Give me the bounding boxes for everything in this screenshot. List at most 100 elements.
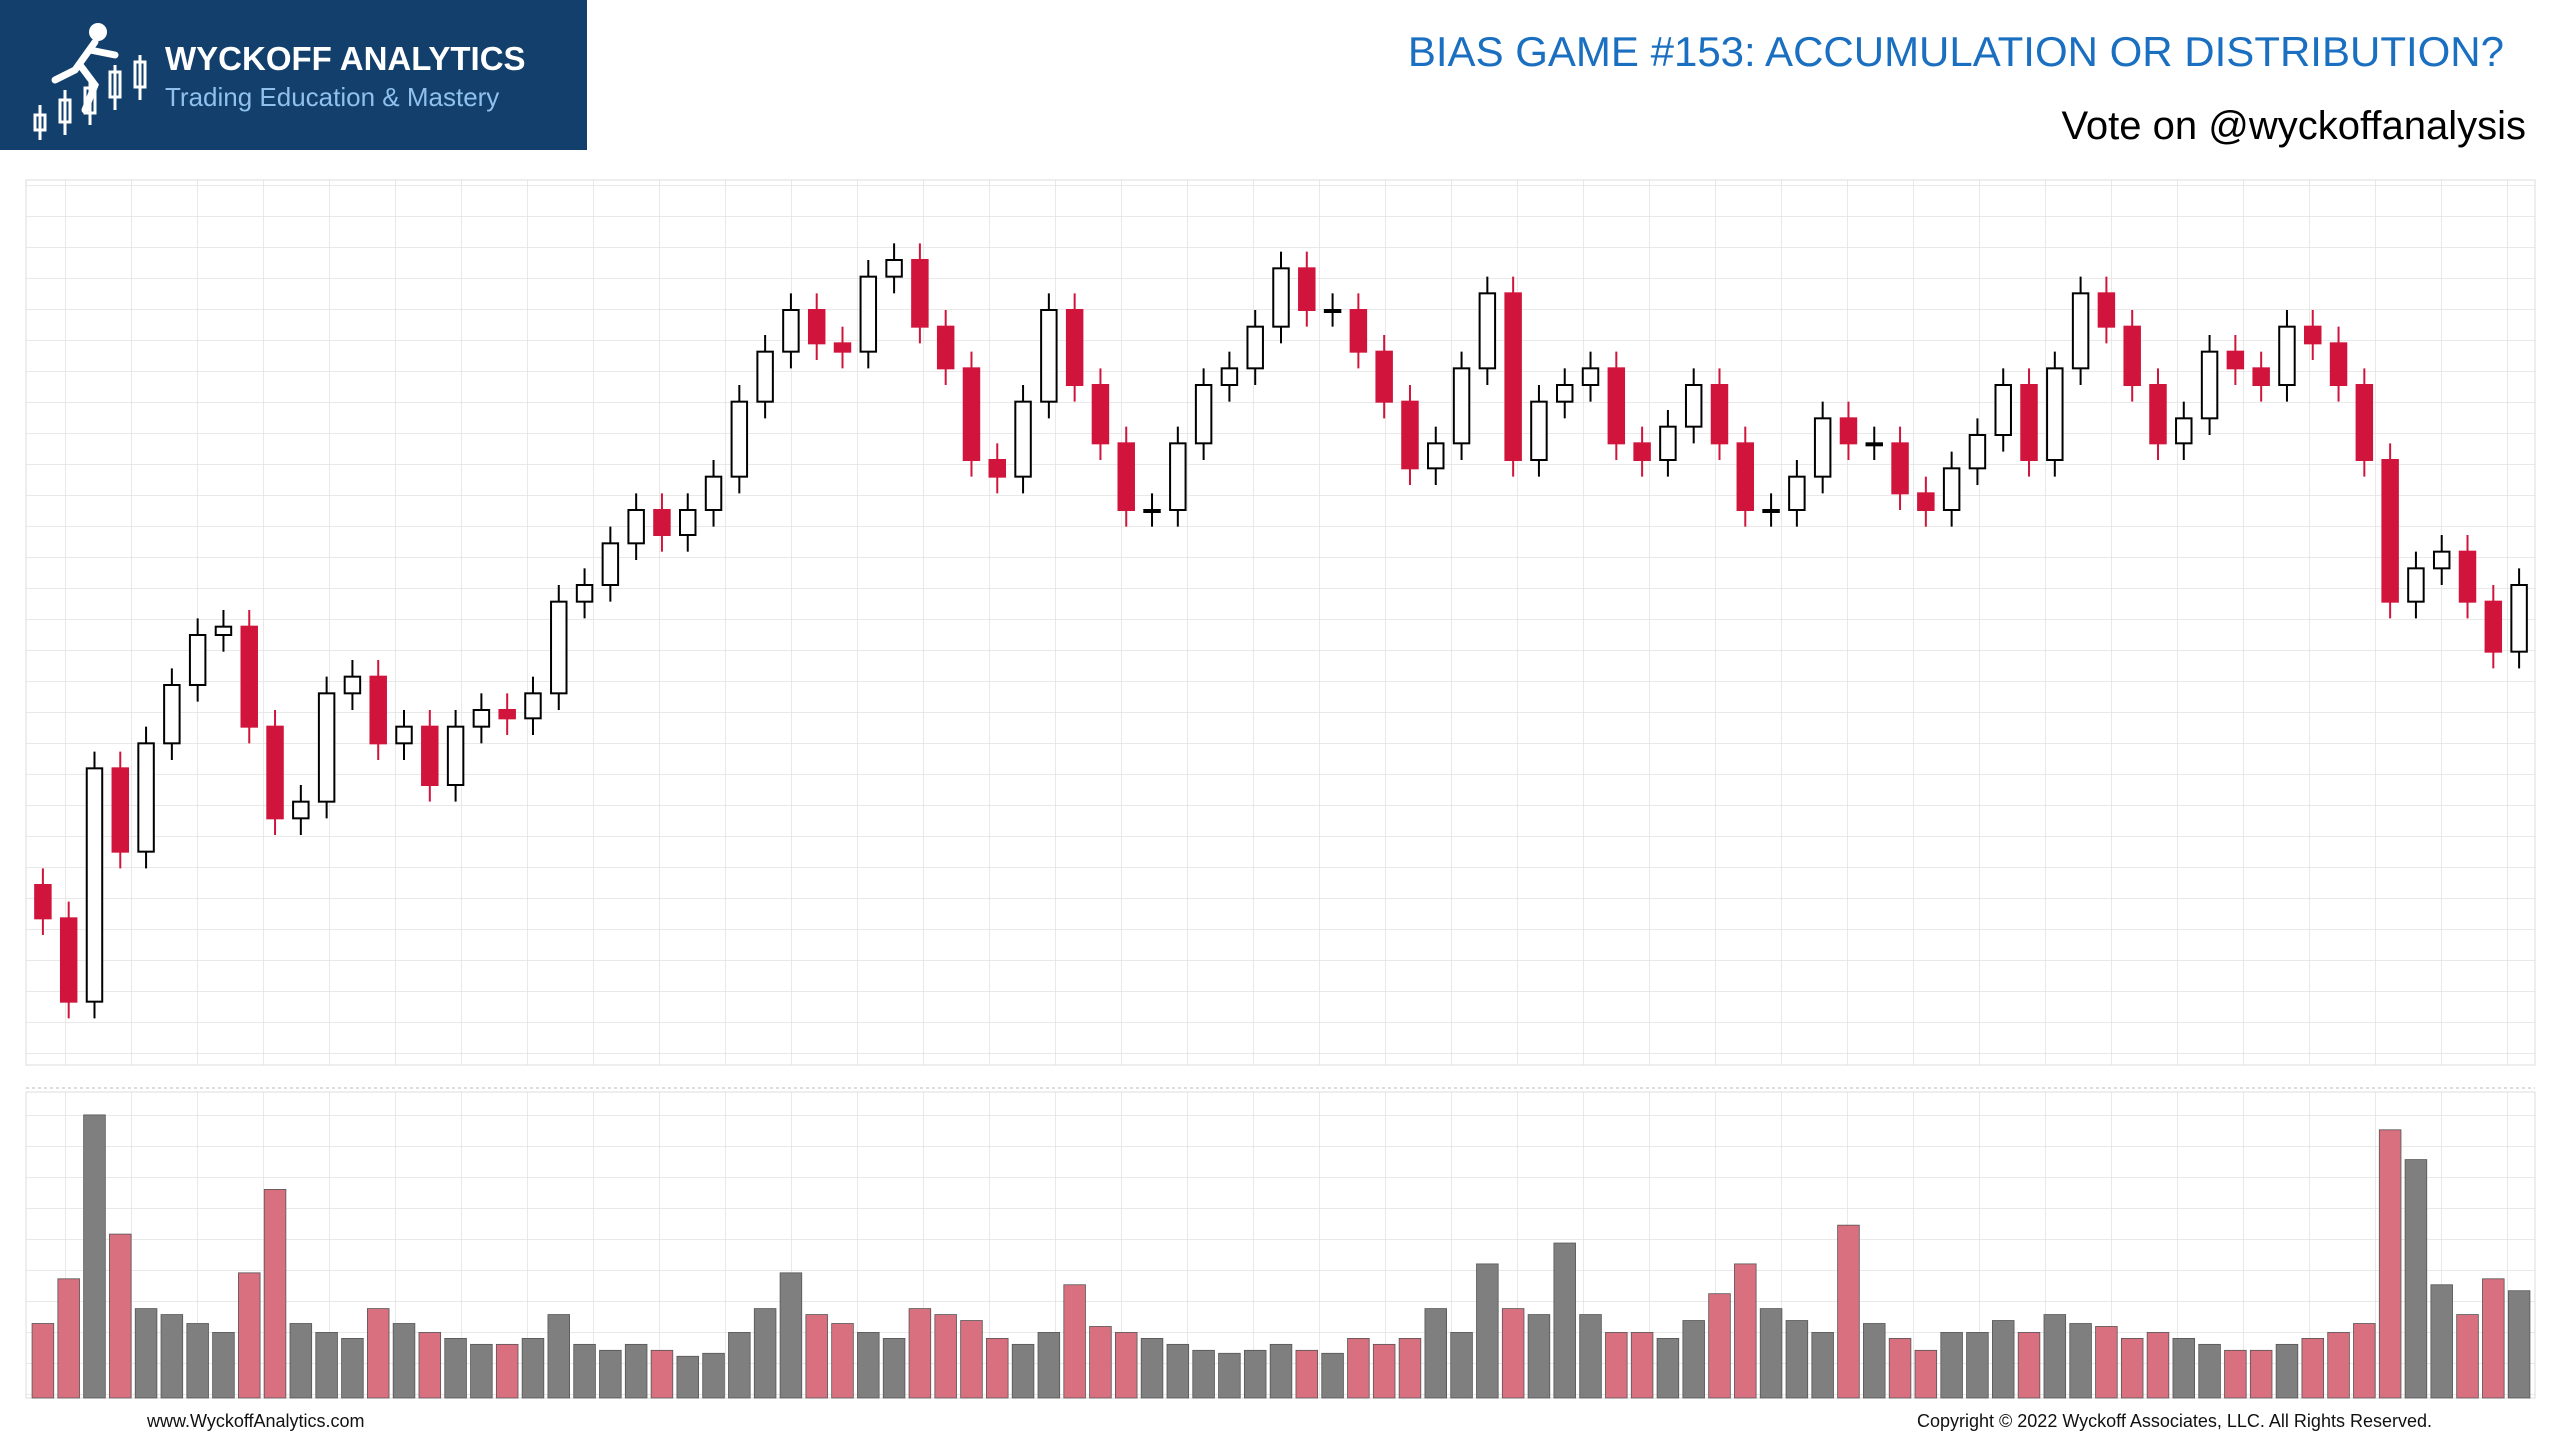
volume-bar — [1192, 1349, 1215, 1399]
candle-body — [292, 800, 310, 820]
candle-body — [601, 542, 620, 586]
candle-body — [1452, 367, 1471, 445]
volume-bar — [31, 1323, 55, 1399]
volume-bar — [1579, 1314, 1602, 1399]
candle-body — [1220, 367, 1239, 387]
candle-body — [2097, 292, 2116, 328]
volume-bar — [2404, 1159, 2428, 1399]
volume-bar — [2120, 1338, 2144, 1399]
volume-bar — [1656, 1338, 1680, 1399]
volume-bar — [882, 1338, 906, 1399]
candle-body — [2432, 550, 2451, 570]
volume-bar — [1372, 1343, 1396, 1399]
candle-body — [85, 767, 104, 1003]
candle-body — [2071, 292, 2090, 370]
candle-body — [524, 692, 542, 720]
volume-bar — [315, 1332, 338, 1399]
volume-bar — [2507, 1290, 2531, 1399]
candle-body — [1917, 492, 1935, 512]
volume-bar — [1785, 1320, 1809, 1399]
volume-bar — [2275, 1343, 2299, 1399]
candle-body — [1194, 384, 1213, 445]
volume-bar — [1527, 1314, 1551, 1399]
candle-body — [214, 625, 233, 637]
candle-body — [1272, 267, 1290, 328]
candle-body — [2484, 600, 2503, 653]
volume-bar — [2456, 1314, 2479, 1399]
volume-bar — [1424, 1308, 1447, 1399]
candle-body — [730, 400, 749, 478]
volume-bar — [2017, 1332, 2041, 1399]
candle-body — [988, 459, 1007, 478]
volume-bar — [1218, 1352, 1241, 1399]
candle-body — [2278, 325, 2296, 386]
volume-bar — [366, 1308, 390, 1399]
volume-bar — [831, 1323, 854, 1399]
candle-body — [704, 475, 723, 511]
candle-body — [2381, 459, 2399, 603]
candle-body — [343, 675, 362, 695]
volume-bar — [495, 1343, 519, 1399]
volume-bar — [134, 1308, 158, 1399]
candle-body — [911, 259, 929, 328]
candle-body — [2020, 384, 2038, 461]
volume-bar — [1682, 1320, 1705, 1399]
volume-bar — [676, 1355, 699, 1399]
volume-bar — [1398, 1338, 1422, 1399]
volume-bar — [728, 1332, 751, 1399]
subtitle: Vote on @wyckoffanalysis — [2061, 104, 2526, 148]
volume-bar — [341, 1338, 364, 1399]
candle-body — [2458, 550, 2477, 603]
volume-bar — [547, 1314, 571, 1399]
volume-bar — [186, 1323, 209, 1399]
candle-body — [2226, 350, 2245, 370]
candle-body — [859, 275, 878, 353]
candle-body — [2304, 325, 2322, 345]
volume-bar — [418, 1332, 442, 1399]
candle-body — [653, 509, 671, 536]
volume-bar — [109, 1233, 132, 1399]
volume-bar — [1837, 1224, 1860, 1399]
candle-body — [936, 325, 955, 370]
candle-body — [498, 709, 516, 720]
candle-body — [1504, 292, 1522, 462]
candle-body — [679, 509, 697, 536]
candle-body — [111, 767, 130, 853]
volume-bar — [650, 1349, 674, 1399]
volume-bar — [1450, 1332, 1473, 1399]
candle-body — [446, 725, 465, 787]
candle-body — [1323, 309, 1342, 313]
logo-icon — [33, 23, 147, 140]
candle-body — [2252, 367, 2270, 387]
volume-bar — [960, 1320, 983, 1399]
volume-bar — [1476, 1263, 1499, 1399]
tagline: Trading Education & Mastery — [165, 82, 500, 112]
candle-body — [1710, 384, 1729, 445]
volume-bar — [2249, 1349, 2273, 1399]
candle-body — [1839, 417, 1858, 445]
candle-body — [137, 742, 155, 853]
candle-body — [163, 684, 181, 745]
candle-body — [550, 600, 568, 695]
candle-body — [1633, 442, 1651, 462]
candle-body — [266, 725, 284, 820]
volume-bar — [702, 1352, 725, 1399]
logo: WYCKOFF ANALYTICS Trading Education & Ma… — [0, 0, 587, 150]
volume-bar — [263, 1189, 287, 1399]
candle-body — [627, 509, 645, 545]
candle-body — [1065, 309, 1084, 386]
volume-bar — [857, 1332, 880, 1399]
candle-body — [1530, 400, 1548, 461]
volume-bar — [1759, 1308, 1783, 1399]
volume-bar — [805, 1314, 828, 1399]
volume-bar — [779, 1272, 803, 1399]
volume-bar — [1708, 1293, 1731, 1399]
volume-bar — [1888, 1338, 1912, 1399]
volume-bar — [1037, 1332, 1061, 1399]
candle-body — [1298, 267, 1316, 312]
candle-body — [1246, 325, 1264, 370]
volume-bar — [1269, 1343, 1293, 1399]
candle-body — [2123, 325, 2141, 386]
volume-bar — [1914, 1349, 1938, 1399]
